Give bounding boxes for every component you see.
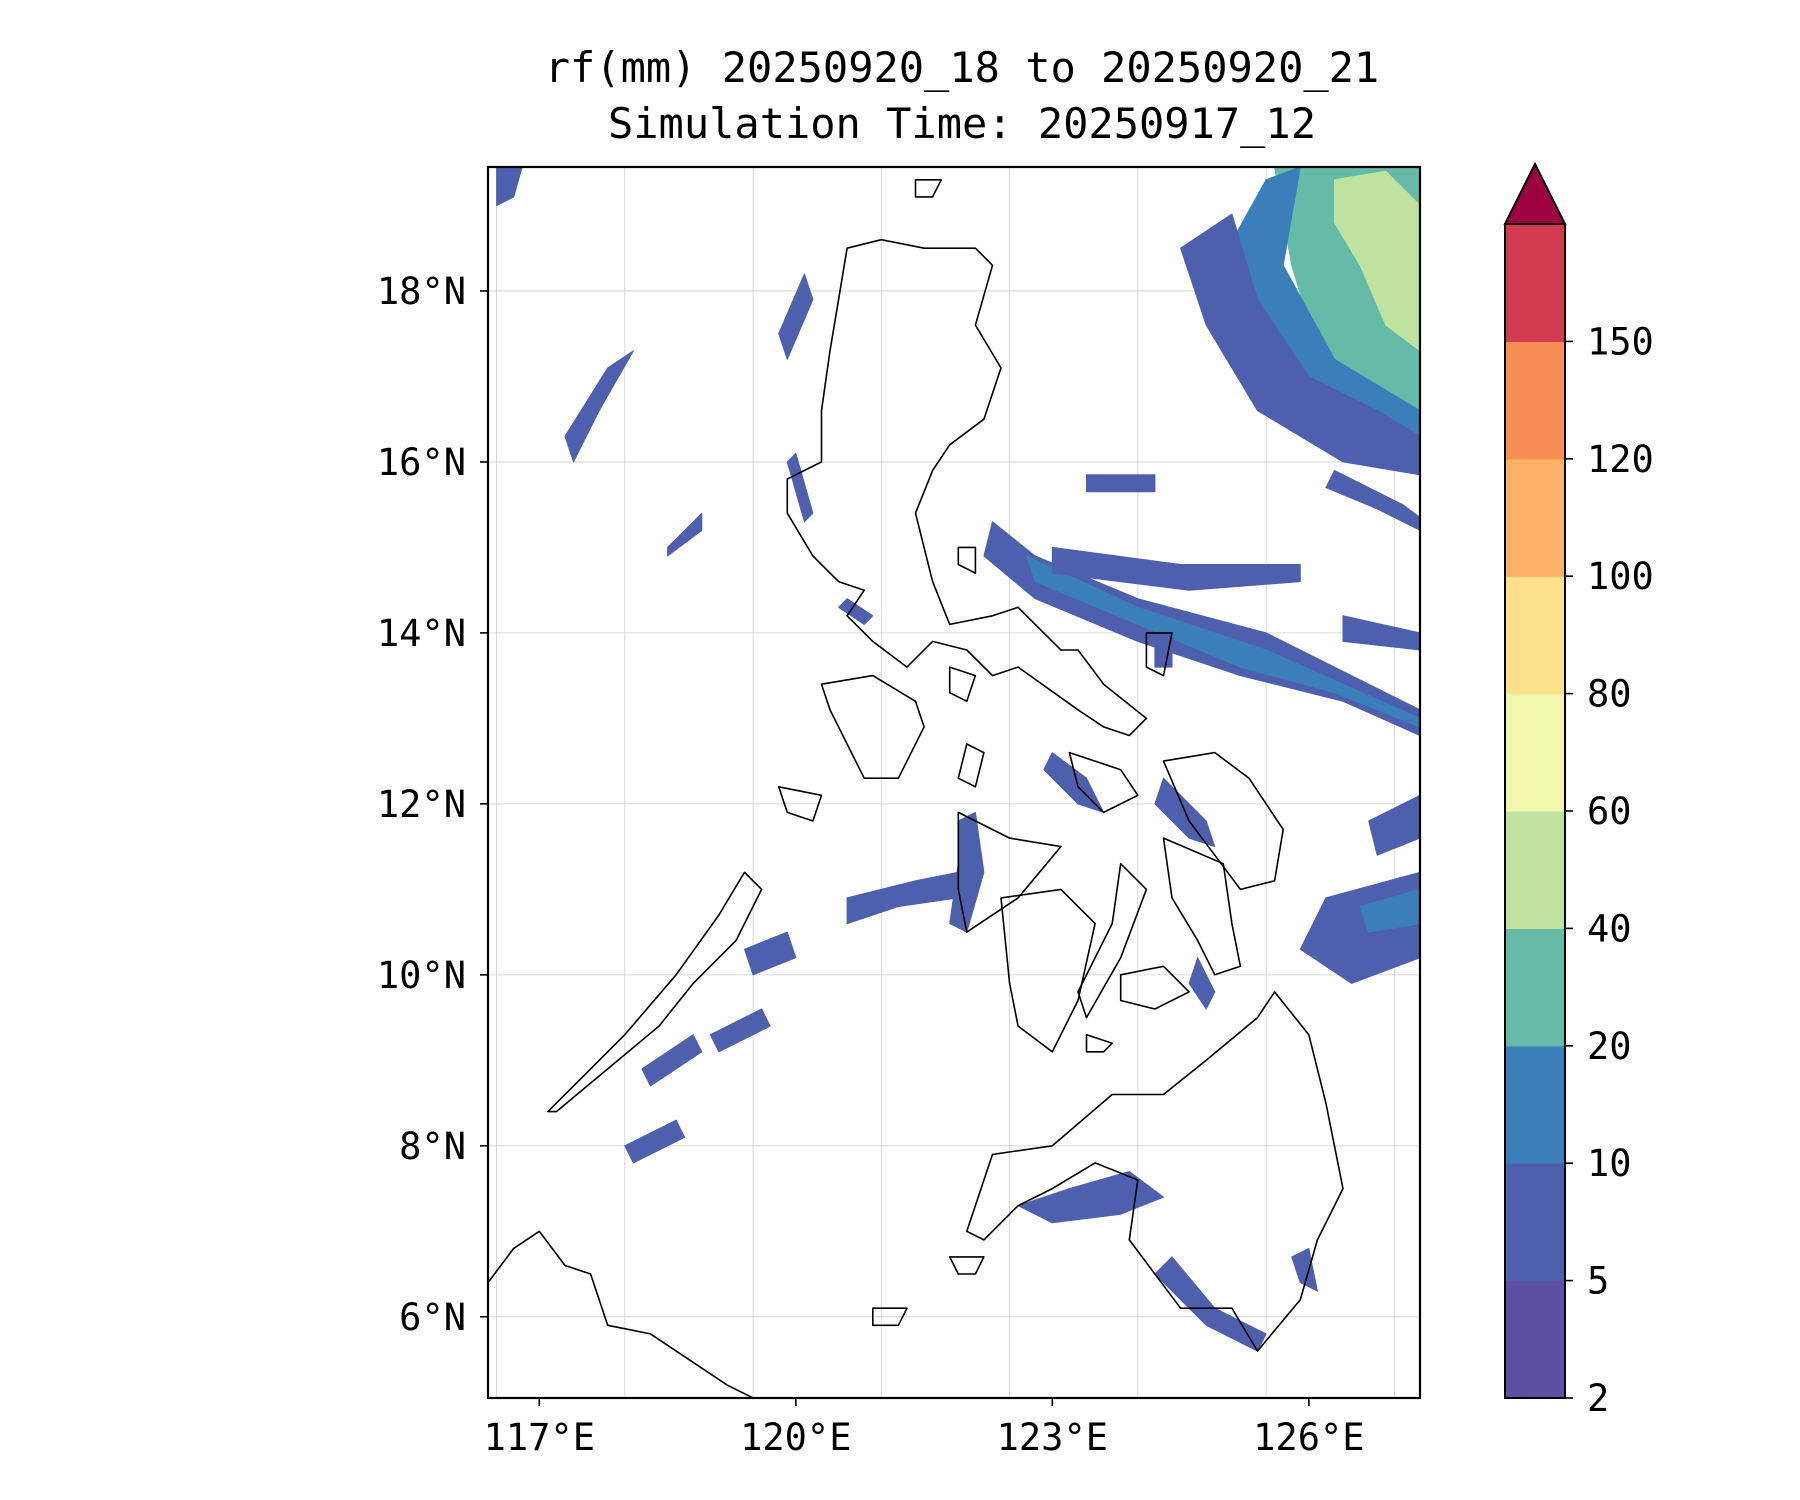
lat-tick-label: 12°N [377, 783, 466, 826]
colorbar-segment [1505, 1045, 1565, 1164]
coastline-mindoro [820, 674, 925, 780]
rain-region-typhoon-eyewall [1334, 170, 1420, 352]
colorbar-tick-label: 20 [1587, 1025, 1632, 1068]
coastline-tablas-romblon [957, 743, 985, 788]
rain-region-pacific-band-3 [1086, 474, 1156, 493]
latitude-ticks: 18°N 16°N 14°N 12°N 10°N 8°N 6°N [377, 270, 488, 1339]
colorbar-tick-label: 100 [1587, 555, 1654, 598]
colorbar-segment [1505, 693, 1565, 812]
coastline-babuyan [914, 179, 943, 198]
rain-region-moro-gulf-rain [1017, 1171, 1164, 1224]
colorbar-segment [1505, 576, 1565, 695]
colorbar-segment [1505, 1280, 1565, 1399]
rain-region-east-samar-rain-inner [1359, 888, 1420, 933]
rain-region-sulu-band-2 [744, 931, 797, 976]
coastline-cebu [1077, 862, 1148, 1019]
longitude-ticks: 117°E 120°E 123°E 126°E [484, 1398, 1365, 1459]
lat-tick-label: 8°N [399, 1125, 466, 1168]
coastline-polillo [957, 546, 977, 574]
colorbar-tick-label: 150 [1587, 320, 1654, 363]
colorbar-tick-label: 10 [1587, 1142, 1632, 1185]
colorbar-tick-label: 120 [1587, 438, 1654, 481]
rain-region-pacific-band-4 [1342, 615, 1420, 651]
coastline-masbate [1068, 751, 1139, 814]
colorbar-segment [1505, 458, 1565, 577]
colorbar-segment [1505, 1163, 1565, 1282]
colorbar-tick-label: 40 [1587, 907, 1632, 950]
lon-tick-label: 126°E [1253, 1416, 1364, 1459]
coastline-leyte [1162, 837, 1242, 976]
rain-region-pacific-band-5 [1325, 470, 1420, 531]
colorbar-tick-label: 60 [1587, 790, 1632, 833]
rain-region-davao-rain [1291, 1247, 1318, 1292]
lat-tick-label: 10°N [377, 954, 466, 997]
lat-tick-label: 14°N [377, 612, 466, 655]
rain-region-ragay-rain [1154, 632, 1173, 668]
lat-tick-label: 18°N [377, 270, 466, 313]
colorbar: 2 5 10 20 40 60 80 100 120 150 [1503, 161, 1654, 1420]
coastlines [488, 179, 1344, 1398]
coastline-borneo-north [488, 1230, 754, 1398]
rain-region-bataan-rain [838, 598, 874, 625]
coastline-jolo [871, 1307, 908, 1327]
rain-region-zambales-rain [786, 452, 814, 523]
rain-region-sulu-band-3 [641, 1034, 703, 1087]
rain-region-sulu-band-1 [709, 1008, 771, 1053]
lon-tick-label: 117°E [484, 1416, 595, 1459]
lon-tick-label: 123°E [997, 1416, 1108, 1459]
rain-region-west-luzon-band-2 [496, 167, 523, 206]
coastline-negros [1000, 888, 1096, 1053]
colorbar-extend-arrow [1503, 161, 1567, 225]
rain-region-typhoon-band-edge [1180, 213, 1420, 476]
rain-region-leyte-rain [1188, 957, 1216, 1010]
coastline-basilan [948, 1256, 985, 1275]
lat-tick-label: 6°N [399, 1296, 466, 1339]
coastline-samar [1162, 751, 1284, 891]
colorbar-tick-label: 5 [1587, 1260, 1609, 1303]
title-line-1: rf(mm) 20250920_18 to 20250920_21 [545, 43, 1379, 92]
rain-region-pacific-band-2 [1051, 546, 1301, 591]
coastline-siquijor [1085, 1033, 1113, 1053]
lat-tick-label: 16°N [377, 441, 466, 484]
rain-region-panay-sea-rain [846, 871, 959, 925]
coastline-catanduanes [1145, 632, 1173, 677]
coastline-mindanao [965, 991, 1344, 1352]
rain-region-mindanao-south-rain [1154, 1256, 1267, 1352]
rain-region-east-visayas-rain [1368, 794, 1420, 856]
colorbar-segment [1505, 224, 1565, 342]
rainfall-contours [496, 167, 1420, 1352]
coastline-marinduque [948, 666, 977, 703]
coastline-palawan [547, 871, 763, 1113]
coastline-luzon [786, 238, 1148, 737]
map-panel: 117°E 120°E 123°E 126°E 18°N 16°N 14°N 12°N 10°… [377, 165, 1422, 1459]
coastline-bohol [1119, 965, 1190, 1010]
rain-region-west-luzon-band [564, 350, 634, 463]
lon-tick-label: 120°E [740, 1416, 851, 1459]
colorbar-tick-label: 2 [1587, 1377, 1609, 1420]
rain-region-ilocos-rain [778, 273, 814, 360]
colorbar-segment [1505, 928, 1565, 1047]
colorbar-segment [1505, 811, 1565, 929]
rain-region-sulu-band-4 [624, 1119, 686, 1164]
colorbar-segment [1505, 341, 1565, 460]
coastline-busuanga [777, 785, 823, 822]
title-line-2: Simulation Time: 20250917_12 [608, 99, 1316, 148]
coastline-panay [957, 811, 1062, 933]
map-frame [486, 165, 1422, 1400]
colorbar-tick-label: 80 [1587, 673, 1632, 716]
rain-region-luzon-strait-band-1-inner [1026, 555, 1420, 728]
rain-region-west-ph-sea-bits [667, 512, 703, 557]
